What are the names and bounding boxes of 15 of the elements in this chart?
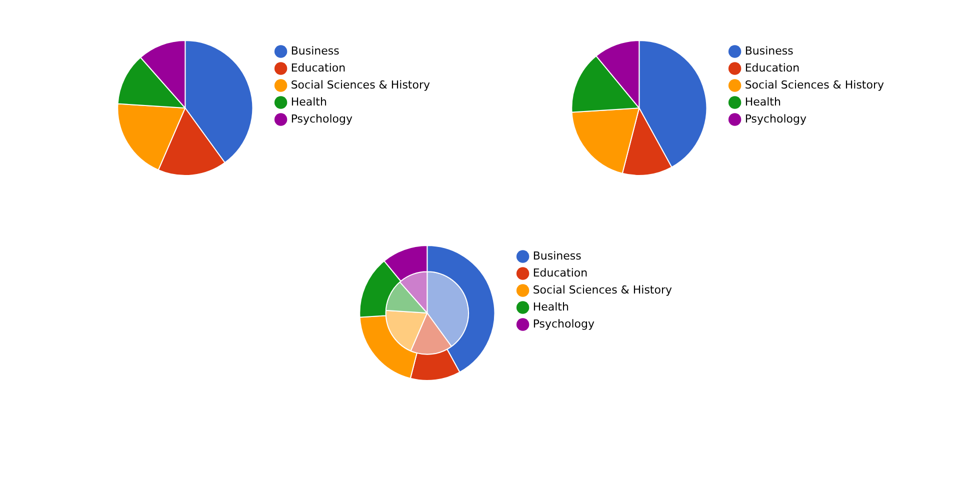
legend-label: Social Sciences & History: [290, 78, 430, 92]
legend-label: Health: [744, 95, 781, 108]
legend-label: Education: [532, 266, 588, 280]
legend-label: Psychology: [290, 112, 354, 126]
legend-label: Psychology: [532, 317, 596, 330]
legend-label: Psychology: [744, 112, 808, 126]
legend-label: Health: [532, 300, 569, 314]
legend-label: Business: [532, 249, 582, 262]
legend-label: Social Sciences & History: [744, 78, 884, 92]
legend-label: Business: [290, 44, 340, 58]
legend-label: Health: [290, 95, 327, 108]
legend-label: Education: [290, 61, 346, 74]
legend-label: Social Sciences & History: [532, 283, 672, 296]
legend-label: Education: [744, 61, 800, 74]
legend-label: Business: [744, 44, 794, 58]
